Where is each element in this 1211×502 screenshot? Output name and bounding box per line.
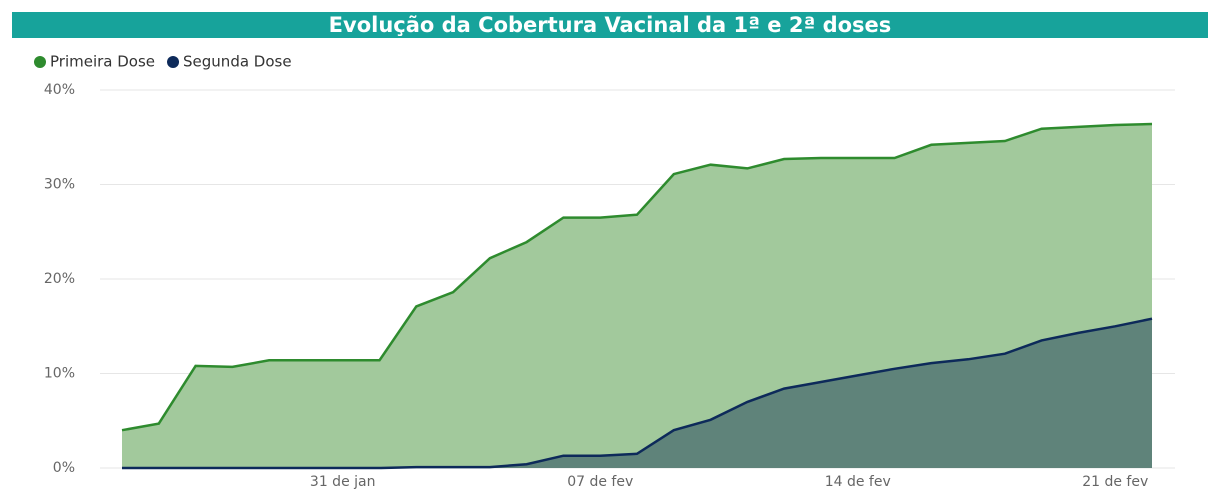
legend-marker — [34, 56, 46, 68]
legend-label: Segunda Dose — [183, 53, 292, 71]
series-line — [122, 317, 1153, 470]
y-tick-label: 30% — [44, 177, 75, 193]
y-tick-label: 40% — [44, 82, 75, 98]
x-tick-label: 07 de fev — [567, 474, 633, 490]
x-tick-label: 31 de jan — [310, 474, 376, 490]
legend-label: Primeira Dose — [50, 53, 155, 71]
x-tick-label: 14 de fev — [825, 474, 891, 490]
x-tick-label: 21 de fev — [1082, 474, 1148, 490]
legend-marker — [167, 56, 180, 68]
chart-title: Evolução da Cobertura Vacinal da 1ª e 2ª… — [12, 12, 1208, 38]
y-tick-label: 10% — [44, 366, 75, 382]
series-line — [121, 122, 1153, 432]
area-fill — [122, 318, 1152, 468]
y-tick-label: 20% — [44, 271, 75, 287]
y-tick-label: 0% — [53, 460, 75, 476]
